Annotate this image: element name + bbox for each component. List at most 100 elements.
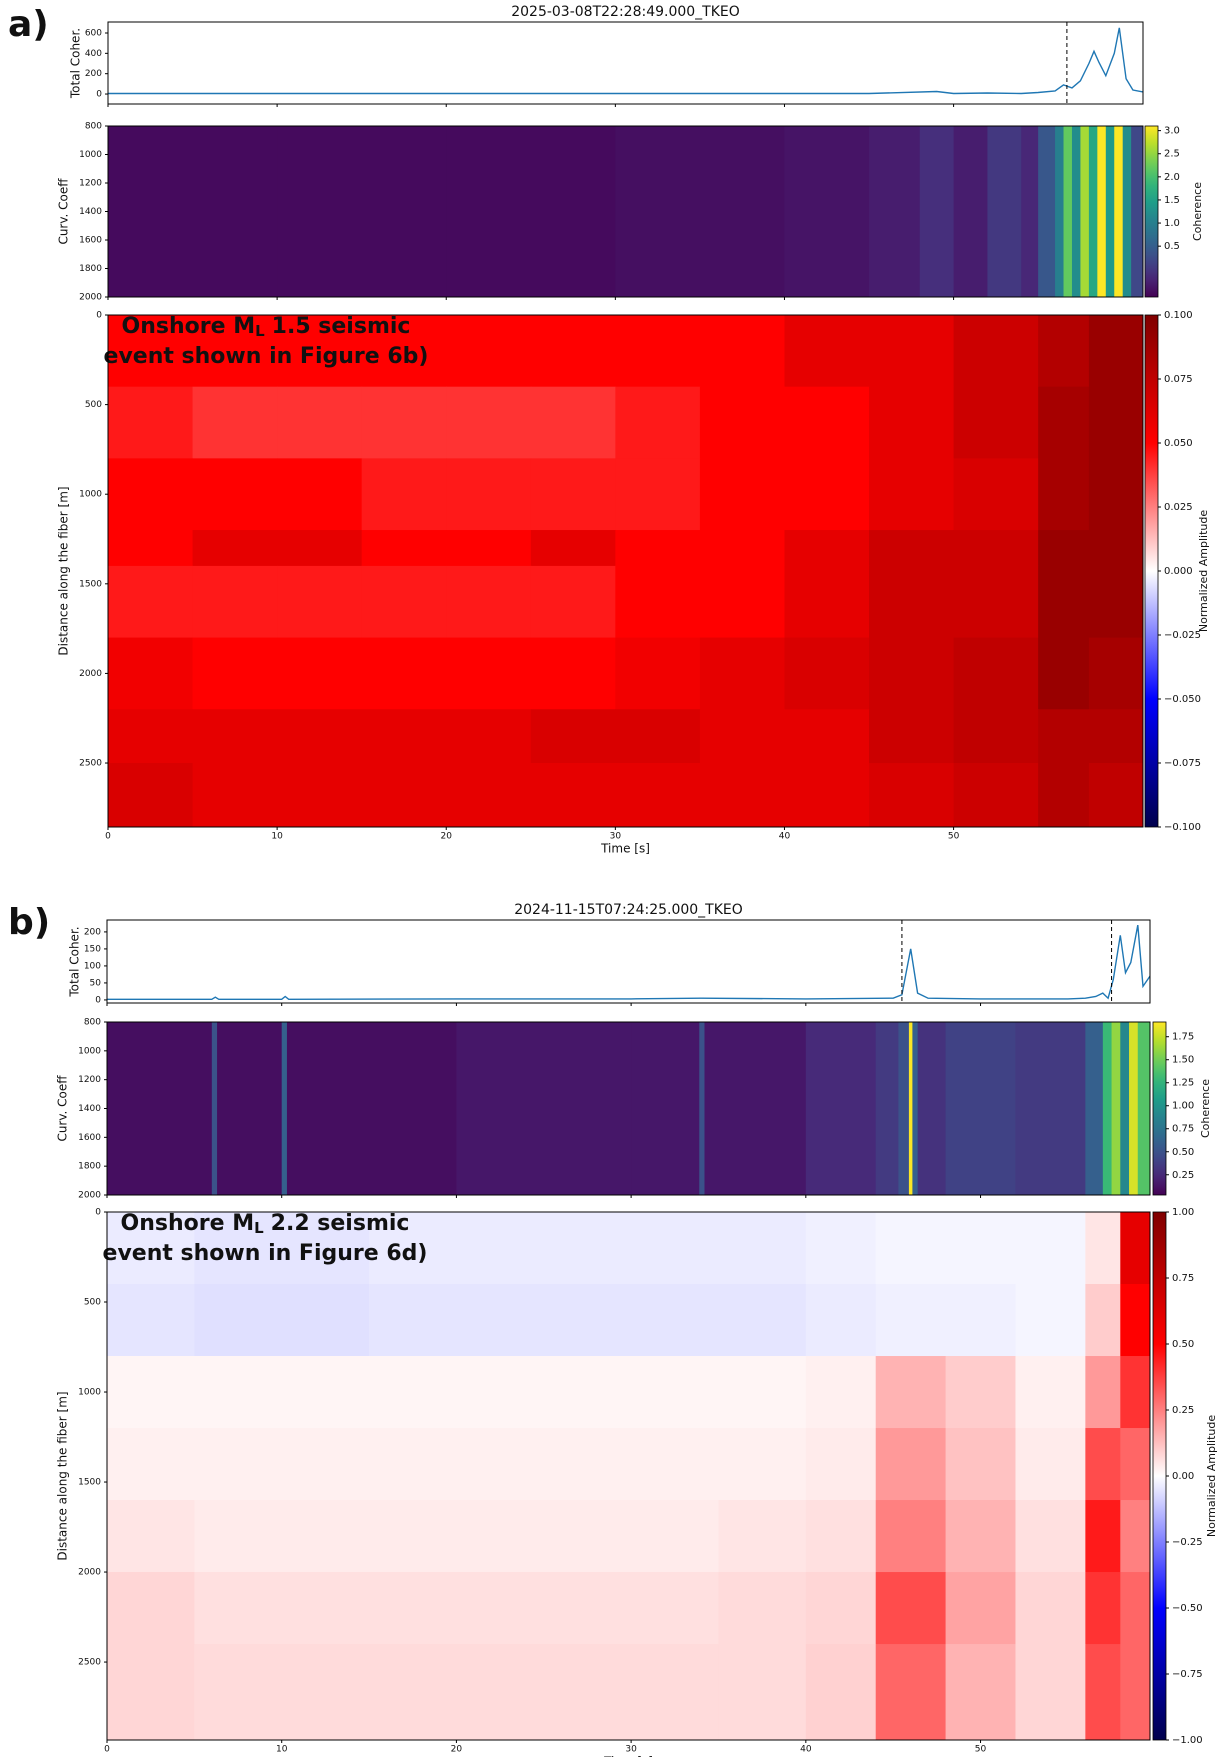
heat-column bbox=[898, 1022, 910, 1195]
heat-column bbox=[908, 1022, 913, 1195]
heat-cell bbox=[1088, 315, 1143, 388]
y-tick-label: 2000 bbox=[78, 1191, 101, 1201]
heat-cell bbox=[456, 1428, 545, 1501]
heat-cell bbox=[1015, 1212, 1086, 1285]
heat-cell bbox=[784, 530, 870, 567]
heat-cell bbox=[281, 1572, 370, 1645]
y-tick-label: 1600 bbox=[79, 236, 102, 246]
y-tick-label: 2000 bbox=[79, 669, 102, 679]
heat-cell bbox=[869, 530, 955, 567]
x-tick-label: 20 bbox=[441, 832, 453, 842]
heat-cell bbox=[192, 565, 278, 639]
heat-cell bbox=[107, 1500, 195, 1573]
heat-cell bbox=[543, 1356, 632, 1429]
y-tick-label: 800 bbox=[84, 1018, 101, 1028]
heat-column bbox=[917, 1022, 947, 1195]
y-tick-label: 0 bbox=[95, 1208, 101, 1218]
heat-cell bbox=[718, 1572, 807, 1645]
colorbar bbox=[1144, 125, 1159, 298]
heat-cell bbox=[543, 1284, 632, 1357]
heat-cell bbox=[869, 637, 955, 710]
heat-cell bbox=[1015, 1284, 1086, 1357]
x-tick-label: 10 bbox=[276, 1745, 288, 1755]
heat-column bbox=[1063, 126, 1073, 297]
heat-cell bbox=[456, 1212, 545, 1285]
heat-cell bbox=[456, 1644, 545, 1740]
heat-cell bbox=[456, 1572, 545, 1645]
heat-cell bbox=[1085, 1212, 1121, 1285]
y-tick-label: 1000 bbox=[79, 150, 102, 160]
heat-cell bbox=[699, 565, 785, 639]
colorbar-tick-label: 2.0 bbox=[1164, 172, 1180, 183]
heat-cell bbox=[446, 637, 532, 710]
x-tick-label: 30 bbox=[610, 832, 622, 842]
colorbar-tick-label: 0.050 bbox=[1164, 438, 1193, 449]
heat-cell bbox=[277, 315, 363, 388]
heat-cell bbox=[369, 1500, 457, 1573]
heat-cell bbox=[953, 709, 1039, 764]
heat-cell bbox=[1038, 458, 1090, 531]
colorbar-tick-label: 0.00 bbox=[1172, 1471, 1194, 1482]
heat-cell bbox=[699, 458, 785, 531]
heat-column bbox=[277, 126, 447, 297]
heat-cell bbox=[194, 1644, 283, 1740]
heat-cell bbox=[1088, 530, 1143, 567]
heat-cell bbox=[1120, 1356, 1150, 1429]
annotation: event shown in Figure 6d) bbox=[103, 1241, 428, 1266]
heat-cell bbox=[953, 458, 1039, 531]
heat-cell bbox=[530, 709, 616, 764]
x-tick-label: 40 bbox=[779, 832, 791, 842]
heat-column bbox=[1129, 1022, 1139, 1195]
heat-cell bbox=[194, 1284, 283, 1357]
y-tick-label: 1500 bbox=[79, 579, 102, 589]
colorbar bbox=[1152, 1211, 1167, 1741]
heat-cell bbox=[875, 1644, 947, 1740]
heat-cell bbox=[446, 709, 532, 764]
y-tick-label: 1400 bbox=[78, 1104, 101, 1114]
heat-cell bbox=[945, 1572, 1016, 1645]
heat-cell bbox=[369, 1284, 457, 1357]
plot-area bbox=[108, 315, 1143, 827]
heat-cell bbox=[192, 709, 278, 764]
colorbar-tick-label: −0.050 bbox=[1164, 694, 1201, 705]
heat-cell bbox=[543, 1644, 632, 1740]
heat-cell bbox=[361, 530, 447, 567]
colorbar-tick-label: 1.0 bbox=[1164, 218, 1180, 229]
y-tick-label: 100 bbox=[84, 961, 101, 971]
heat-cell bbox=[631, 1356, 719, 1429]
heat-cell bbox=[1085, 1500, 1121, 1573]
heat-column bbox=[211, 1022, 218, 1195]
heat-cell bbox=[1120, 1428, 1150, 1501]
annotation-part: Onshore M bbox=[122, 314, 256, 339]
colorbar-tick-label: −0.25 bbox=[1172, 1537, 1203, 1548]
colorbar-tick-label: 0.25 bbox=[1172, 1170, 1194, 1181]
heat-cell bbox=[945, 1428, 1016, 1501]
colorbar-tick-label: 1.50 bbox=[1172, 1055, 1194, 1066]
heat-column bbox=[704, 1022, 807, 1195]
y-tick-label: 1600 bbox=[78, 1133, 101, 1143]
heat-cell bbox=[784, 709, 870, 764]
heat-cell bbox=[1085, 1284, 1121, 1357]
heat-cell bbox=[107, 1284, 195, 1357]
heat-column bbox=[1097, 126, 1107, 297]
y-tick-label: 200 bbox=[84, 927, 101, 937]
colorbar-tick-label: −0.075 bbox=[1164, 758, 1201, 769]
heat-cell bbox=[1015, 1500, 1086, 1573]
colorbar-label: Coherence bbox=[1199, 1079, 1212, 1138]
axes-frame bbox=[107, 314, 1144, 828]
heat-cell bbox=[945, 1644, 1016, 1740]
heat-cell bbox=[875, 1428, 947, 1501]
heat-cell bbox=[107, 1212, 195, 1285]
heat-cell bbox=[615, 763, 701, 827]
heat-column bbox=[1021, 126, 1039, 297]
colorbar-tick-label: 0.100 bbox=[1164, 310, 1193, 321]
heat-cell bbox=[1085, 1572, 1121, 1645]
heat-cell bbox=[108, 315, 194, 388]
y-tick-label: 200 bbox=[85, 69, 102, 79]
x-tick-label: 30 bbox=[625, 1745, 637, 1755]
heat-cell bbox=[192, 763, 278, 827]
y-tick-label: 1800 bbox=[78, 1162, 101, 1172]
y-axis-label: Total Coher. bbox=[69, 28, 83, 99]
annotation-part: L bbox=[255, 322, 265, 340]
